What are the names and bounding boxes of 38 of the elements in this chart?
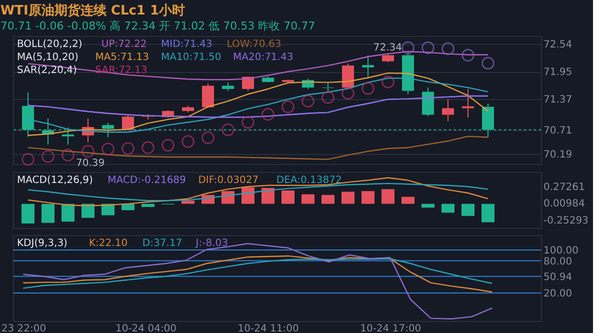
annotation: MACD(12,26,9) <box>17 175 94 186</box>
y-tick-label: 70.71 <box>544 125 572 136</box>
x-tick-label: 10-24 17:00 <box>360 324 422 333</box>
text: SAR:72.13 <box>95 65 148 76</box>
y-tick-label: 0.00984 <box>544 198 585 210</box>
y-tick-label: 71.37 <box>544 94 572 106</box>
x-tick-label: 10-24 11:00 <box>238 324 299 333</box>
chart-subtitle: 70.71 -0.06 -0.08% 高 72.34 开 71.02 低 70.53 昨收 70.77 <box>0 20 316 32</box>
y-tick-label: 50.94 <box>544 272 572 283</box>
series-label: MACD:-0.21689 <box>108 175 186 186</box>
text: K:22.10 <box>89 238 128 249</box>
series-label: DEA:0.13872 <box>276 175 342 186</box>
annotation: KDJ(9,3,3) <box>17 238 68 249</box>
x-tick-label: 23 22:00 <box>1 324 46 333</box>
text: UP:72.22 <box>101 39 147 50</box>
y-tick-label: 20.00 <box>544 288 572 300</box>
series-label: J:-8.03 <box>194 238 228 249</box>
text: D:37.17 <box>142 238 182 249</box>
annotation: 72.34 <box>373 42 402 54</box>
text: LOW:70.63 <box>226 39 282 50</box>
y-tick-label: 0.27261 <box>544 182 585 193</box>
text: MA5:71.13 <box>95 52 150 63</box>
chart-title: WTI原油期货连续 CLc1 1小时 <box>0 2 186 18</box>
y-tick-label: 71.95 <box>544 67 572 78</box>
x-tick-label: 10-24 04:00 <box>115 324 177 333</box>
text: MA10:71.50 <box>161 52 222 63</box>
text: MID:71.43 <box>161 39 212 50</box>
annotation: SAR(2,20,4) <box>17 65 78 76</box>
y-tick-label: 80.00 <box>544 256 572 268</box>
annotation: MA(5,10,20) <box>17 52 79 63</box>
y-tick-label: -0.25293 <box>544 215 588 226</box>
y-tick-label: 72.54 <box>544 39 572 50</box>
annotation: BOLL(20,2,2) <box>17 39 82 50</box>
text: MA20:71.43 <box>233 52 294 63</box>
y-tick-label: 70.19 <box>544 150 572 161</box>
annotation: 70.39 <box>76 158 105 169</box>
series-label: DIF:0.03027 <box>198 175 259 186</box>
y-tick-label: 100.00 <box>544 246 578 257</box>
